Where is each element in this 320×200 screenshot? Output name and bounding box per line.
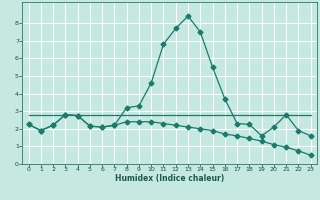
X-axis label: Humidex (Indice chaleur): Humidex (Indice chaleur) (115, 174, 224, 183)
